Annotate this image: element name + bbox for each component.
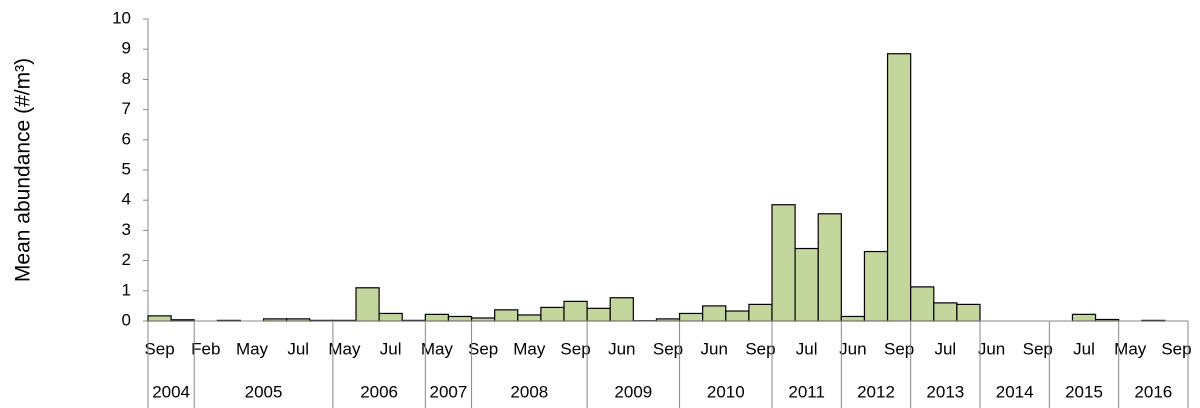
x-tick-label: Jun	[608, 339, 635, 358]
year-label: 2007	[430, 382, 468, 401]
bar	[933, 302, 958, 322]
bar	[447, 315, 473, 322]
bar	[517, 314, 542, 322]
bar	[355, 287, 380, 322]
y-tick-label: 8	[122, 69, 131, 88]
y-tick-label: 2	[122, 250, 131, 269]
bar	[817, 213, 842, 322]
x-tick-label: May	[236, 339, 269, 358]
bar	[424, 313, 450, 322]
year-label: 2009	[614, 382, 652, 401]
year-label: 2015	[1065, 382, 1103, 401]
x-tick-label: Jun	[978, 339, 1005, 358]
x-tick-label: Jun	[839, 339, 866, 358]
year-label: 2016	[1134, 382, 1172, 401]
bar	[748, 303, 773, 322]
year-label: 2014	[996, 382, 1034, 401]
bar	[1071, 313, 1097, 322]
year-label: 2005	[245, 382, 283, 401]
bar	[147, 315, 172, 322]
year-label: 2004	[152, 382, 190, 401]
year-label: 2006	[360, 382, 398, 401]
y-tick-label: 7	[122, 99, 131, 118]
bar	[540, 306, 565, 322]
y-tick-label: 0	[122, 310, 131, 329]
year-label: 2011	[788, 382, 825, 401]
bar	[863, 250, 889, 322]
bar	[678, 312, 704, 322]
bar	[794, 247, 819, 322]
x-tick-label: Jun	[701, 339, 728, 358]
x-tick-label: Jul	[287, 339, 309, 358]
x-tick-label: Jul	[380, 339, 402, 358]
x-tick-label: Sep	[1161, 339, 1191, 358]
x-tick-label: Sep	[884, 339, 914, 358]
x-tick-label: Sep	[560, 339, 590, 358]
bar	[378, 312, 403, 322]
x-tick-label: May	[513, 339, 546, 358]
y-axis-title: Mean abundance (#/m³)	[12, 58, 35, 282]
x-tick-label: Sep	[144, 339, 174, 358]
bar	[725, 310, 750, 322]
year-label: 2008	[510, 382, 548, 401]
y-tick-label: 5	[122, 159, 131, 178]
y-tick-label: 9	[122, 39, 131, 58]
bar	[702, 305, 727, 322]
year-label: 2010	[707, 382, 745, 401]
x-tick-label: Sep	[653, 339, 683, 358]
year-label: 2013	[926, 382, 964, 401]
bar	[771, 204, 796, 322]
bar	[494, 309, 519, 322]
x-tick-label: Sep	[1023, 339, 1053, 358]
bar	[563, 300, 588, 322]
x-tick-label: Feb	[191, 339, 220, 358]
x-tick-label: Sep	[745, 339, 775, 358]
y-tick-label: 4	[122, 190, 131, 209]
x-tick-label: Sep	[468, 339, 498, 358]
y-tick-label: 3	[122, 220, 131, 239]
x-tick-label: Jul	[934, 339, 956, 358]
y-tick-label: 6	[122, 129, 131, 148]
x-tick-label: May	[328, 339, 361, 358]
y-tick-label: 1	[122, 280, 131, 299]
x-tick-label: May	[1114, 339, 1147, 358]
y-tick-label: 10	[112, 8, 131, 27]
bar	[609, 297, 634, 322]
x-tick-label: Jul	[796, 339, 818, 358]
bar	[956, 303, 981, 322]
year-label: 2012	[857, 382, 895, 401]
bar	[840, 315, 866, 322]
bar	[586, 307, 611, 322]
x-tick-label: May	[421, 339, 454, 358]
bar	[910, 286, 935, 322]
x-tick-label: Jul	[1073, 339, 1095, 358]
bar	[886, 53, 912, 322]
